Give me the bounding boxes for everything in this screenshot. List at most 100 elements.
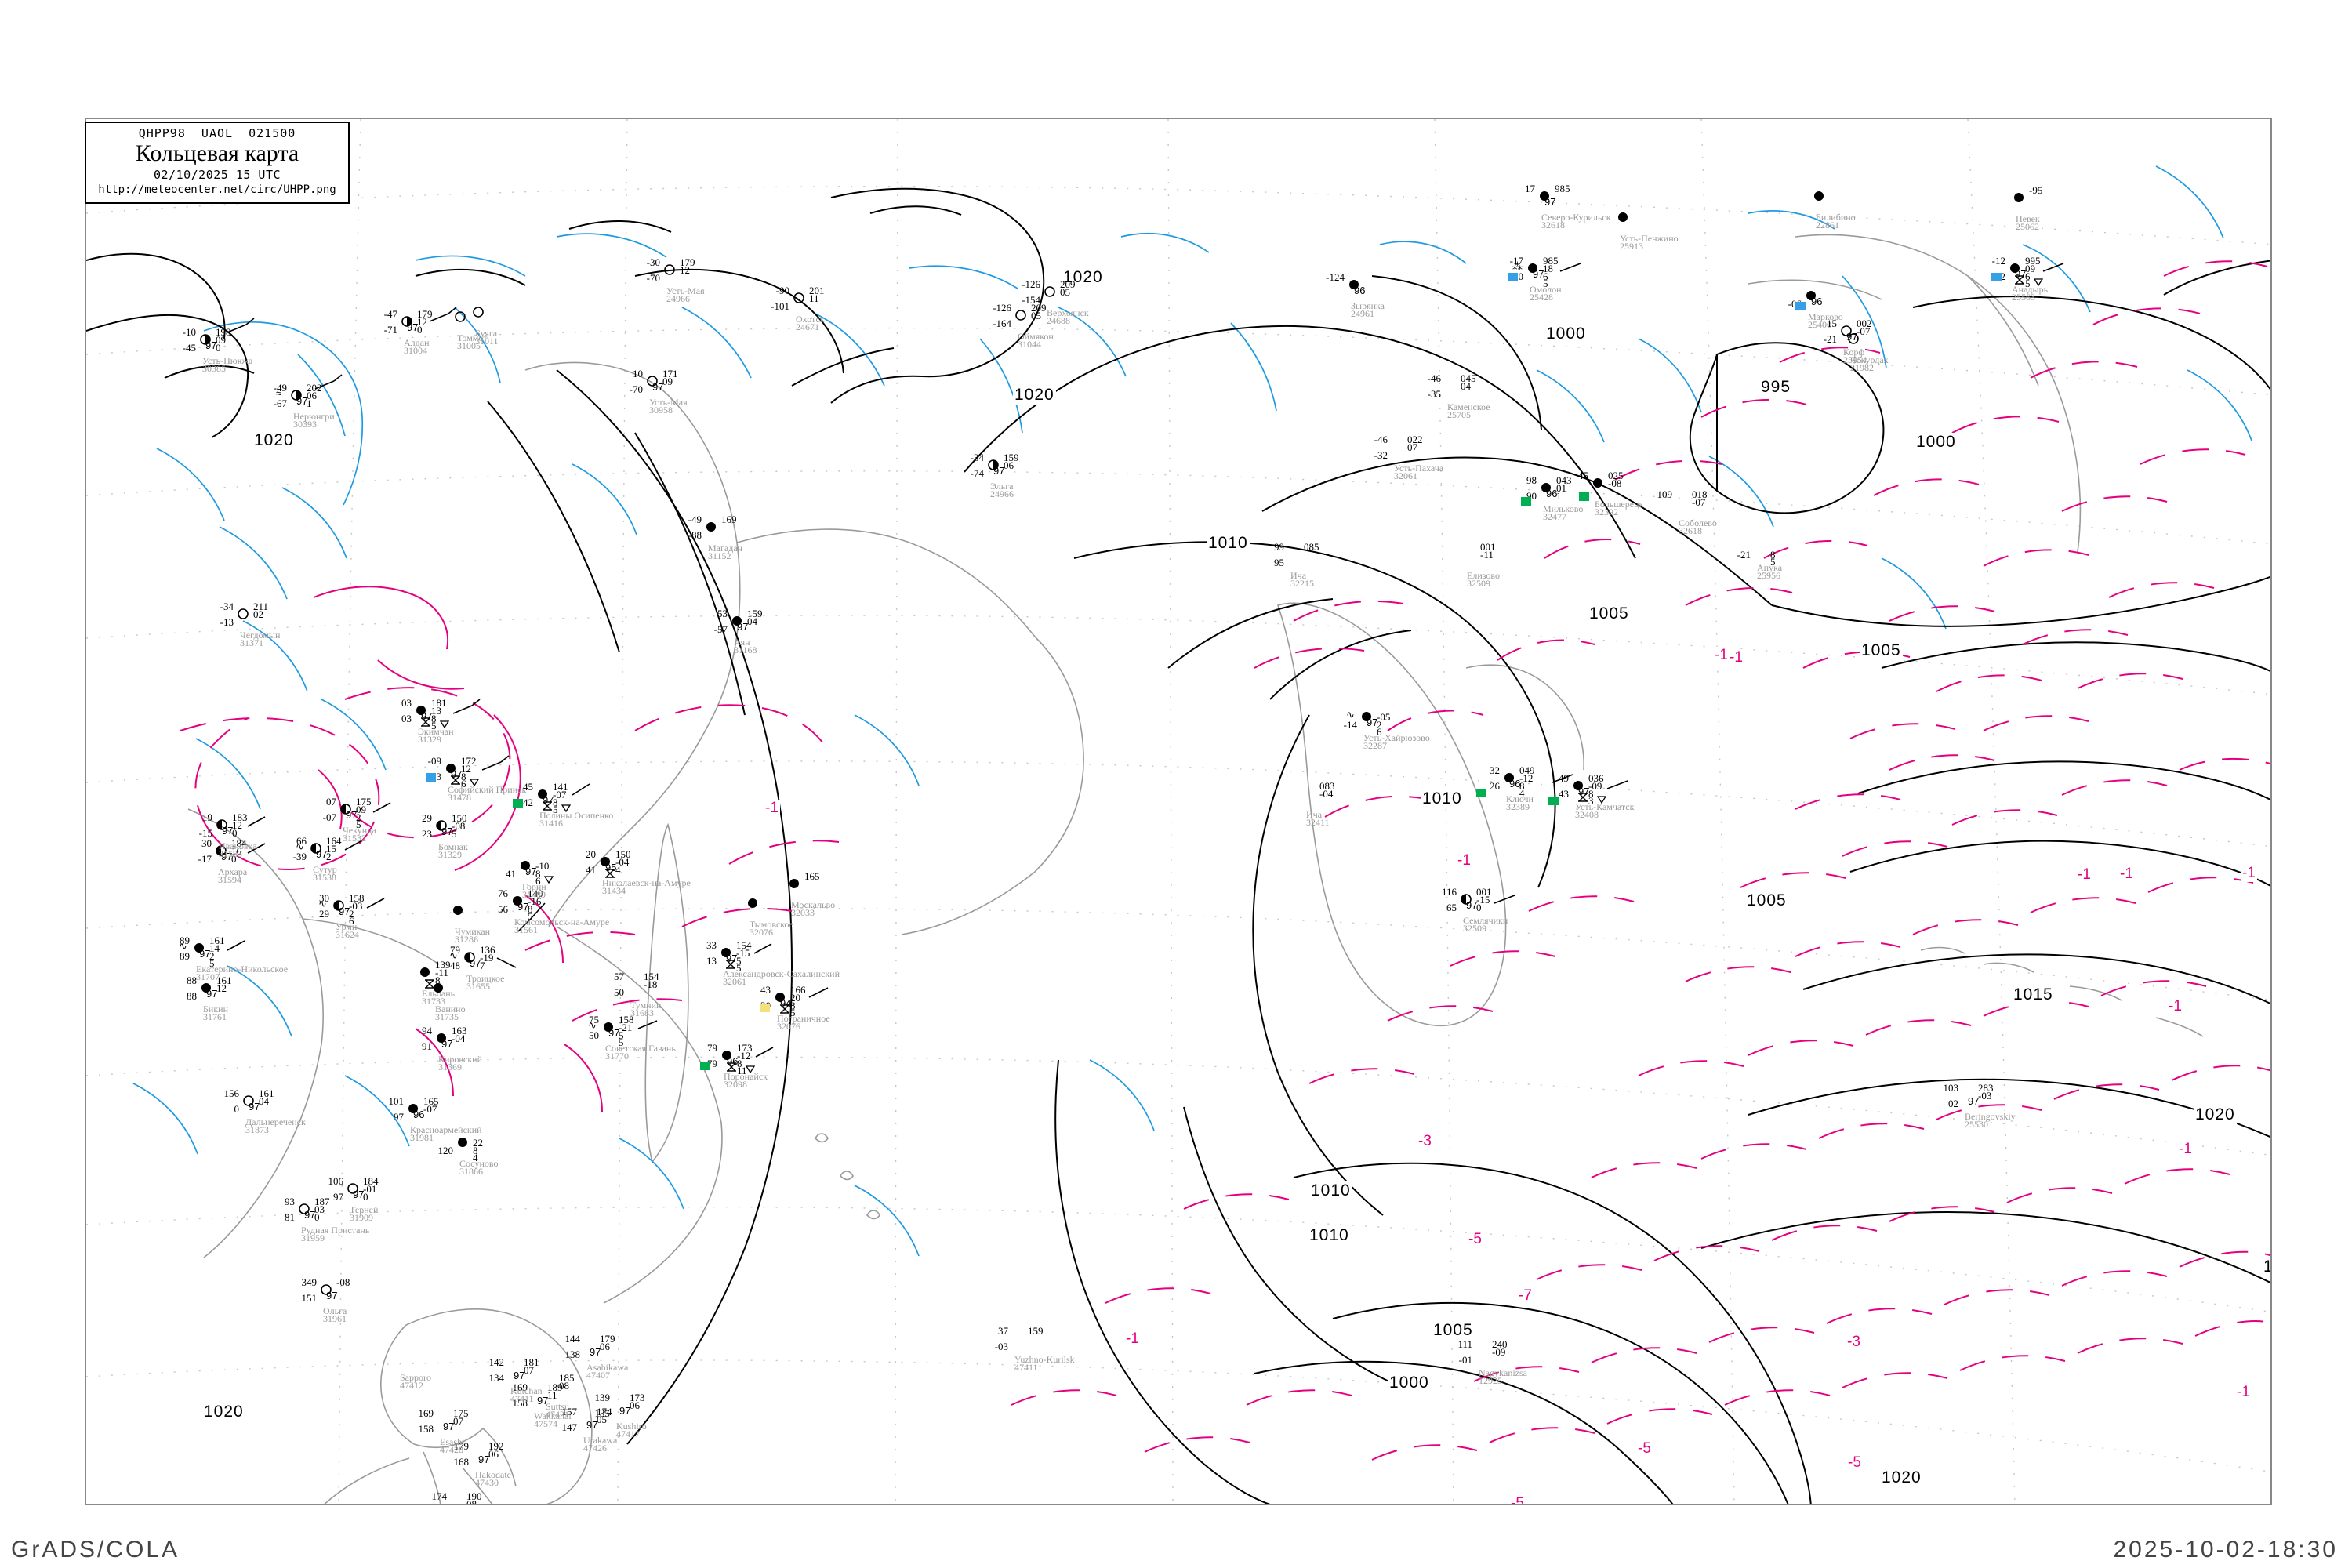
station-name: Чегдомын: [240, 630, 281, 641]
station-pressure-tendency: 08: [466, 1498, 477, 1505]
station-low-cloud: 8: [431, 713, 437, 724]
station-pressure: 173: [737, 1042, 753, 1054]
station-dewpoint: 02: [1948, 1098, 1958, 1109]
station-dewpoint: 41: [586, 864, 596, 876]
shower-triangle-icon: [543, 873, 554, 887]
station-pressure-tendency: 09: [216, 334, 226, 346]
station-name: Тумнин: [630, 1000, 662, 1011]
station-wmo-id: 47574: [534, 1418, 557, 1429]
station-name: Рудная Пристань: [301, 1225, 370, 1236]
station-name: Оймякон: [1018, 331, 1054, 342]
station-pressure-tendency: 04: [259, 1095, 269, 1107]
station-dewpoint: 0: [234, 1103, 240, 1115]
station-temperature: 32: [1490, 764, 1500, 776]
precipitation-type-swatch: [1991, 273, 2002, 281]
station-pressure-tendency: -10: [535, 860, 550, 872]
cloud-cover-symbol-icon: [1043, 285, 1057, 299]
station-pressure: 164: [326, 835, 342, 847]
station-low-cloud: 8: [473, 1145, 478, 1156]
coastlines: [187, 234, 2204, 1504]
cloud-cover-symbol-icon: [414, 703, 428, 717]
station-pressure-tendency: 09: [356, 804, 366, 815]
cloud-cover-symbol-icon: [1526, 261, 1540, 275]
station-name: Kushiro: [616, 1421, 647, 1432]
station-pressure: 159: [747, 608, 763, 619]
rivers: [132, 165, 2252, 1257]
station-wmo-id: 32098: [724, 1079, 747, 1090]
station-wmo-id: 31371: [240, 637, 263, 648]
station-temperature: 03: [401, 697, 412, 709]
station-dewpoint: -13: [220, 616, 234, 628]
station-pressure: 159: [1004, 452, 1019, 463]
station-pressure-tendency: 02: [253, 608, 263, 620]
station-name: Экимчан: [418, 726, 454, 737]
station-name: Дальнереченск: [245, 1116, 306, 1127]
isotherm-label: -1: [2118, 866, 2135, 883]
isotherm-label: -5: [1467, 1231, 1483, 1248]
station-pressure-tendency: 16: [231, 845, 241, 857]
cloud-cover-symbol-icon: [787, 877, 801, 891]
cloud-cover-symbol-icon: [1459, 892, 1473, 906]
station-dewpoint: 26: [1490, 780, 1500, 792]
station-pressure-tendency: -15: [736, 947, 750, 959]
station-dewpoint: 168: [453, 1456, 470, 1468]
isobar-label: 1000: [1915, 433, 1958, 452]
station-temperature: -12: [1991, 255, 2005, 267]
station-dewpoint: 56: [498, 903, 508, 915]
station-name: Усть-Пахача: [1394, 463, 1444, 474]
cloud-cover-symbol-icon: [704, 520, 718, 534]
station-pressure-tendency: 04: [747, 615, 757, 627]
station-temperature: 109: [1657, 488, 1673, 500]
station-temperature: 43: [760, 984, 771, 996]
station-temperature: 139: [594, 1392, 611, 1403]
cloud-cover-symbol-icon: [418, 965, 432, 979]
station-pressure-tendency: -04: [452, 1033, 466, 1044]
isotherm-label: -1: [1728, 649, 1744, 666]
station-name: Аян: [734, 637, 750, 648]
shower-triangle-icon: [1596, 793, 1607, 808]
station-wmo-id: 31655: [466, 981, 490, 992]
station-wmo-id: 25705: [1447, 409, 1471, 420]
station-pressure: 184: [231, 837, 247, 849]
station-temperature: 29: [422, 812, 432, 824]
station-pressure-tendency: -21: [619, 1022, 633, 1033]
station-pressure-tendency: 12: [417, 316, 427, 328]
station-cloud-height: 5: [2025, 278, 2031, 289]
cloud-cover-symbol-icon: [518, 858, 532, 873]
station-wmo-id: 31004: [404, 345, 427, 356]
cloud-cover-symbol-icon: [1804, 289, 1818, 303]
station-pressure-tendency: 12: [232, 819, 242, 831]
station-pressure: 165: [804, 870, 820, 882]
station-temperature: 45: [523, 781, 533, 793]
station-pressure-tendency: 09: [662, 376, 673, 387]
station-low-cloud: 0: [1476, 902, 1482, 913]
station-wmo-id: 32392: [1595, 506, 1618, 517]
station-wmo-id: 31434: [602, 885, 626, 896]
station-dewpoint: 03: [401, 713, 412, 724]
station-dewpoint: 13: [706, 955, 717, 967]
station-pressure-tendency: -12: [737, 1050, 751, 1062]
cloud-cover-symbol-icon: [444, 761, 458, 775]
source-url: http://meteocenter.net/circ/UHPP.png: [98, 183, 336, 196]
station-name: Магадан: [708, 543, 743, 554]
cloud-cover-symbol-icon: [309, 841, 323, 855]
station-pressure: 985: [1555, 183, 1570, 194]
station-temperature: -47: [383, 308, 397, 320]
station-wmo-id: 30958: [649, 405, 673, 416]
station-dewpoint: 158: [418, 1423, 434, 1435]
station-pressure: 161: [209, 935, 225, 946]
station-pressure: 174: [597, 1406, 612, 1417]
cloud-cover-symbol-icon: [719, 946, 733, 960]
map-canvas[interactable]: 1020 1020 1020 1000 995 1000 1010 1005 1005 1010 1…: [85, 118, 2272, 1505]
station-wmo-id: 31044: [1018, 339, 1041, 350]
station-low-cloud: 5: [619, 1029, 624, 1041]
station-low-cloud: 0: [363, 1191, 368, 1203]
station-pressure: 045: [1461, 372, 1476, 384]
station-pressure-tendency: 12: [461, 763, 471, 775]
station-name: Урми: [336, 921, 358, 932]
station-temperature: 101: [388, 1095, 405, 1107]
station-pressure: 198: [216, 326, 231, 338]
precipitation-type-swatch: [1521, 497, 1531, 506]
station-low-cloud: 7: [480, 960, 485, 971]
